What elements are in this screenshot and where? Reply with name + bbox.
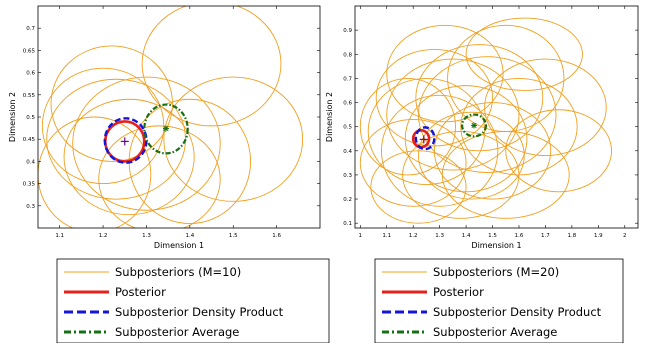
- chart-1: 1.1 1.2 1.3 1.4 1.5 1.6 0.3 0.35 0.4 0.45 0.5 0.55 0…: [8, 5, 321, 250]
- axes-frame: [354, 5, 639, 229]
- subposterior-ellipse-15: [418, 111, 525, 200]
- x-tick-label: 1.2: [99, 233, 108, 239]
- x-tick-label: 1.7: [541, 233, 550, 239]
- y-tick-label: 0.6: [26, 71, 35, 77]
- subposterior-ellipse-10: [98, 125, 221, 228]
- posterior-mean-marker: [419, 135, 428, 144]
- legend-2: Subposteriors (M=20) Posterior Subposterio…: [374, 258, 624, 343]
- y-axis-label: Dimension 2: [8, 92, 17, 142]
- y-tick-label: 0.4: [26, 159, 35, 165]
- subposterior-ellipse-17: [386, 24, 504, 123]
- posterior-mean-marker: [120, 137, 129, 146]
- subposterior-ellipse-6: [141, 6, 282, 127]
- legend-box: [56, 258, 330, 343]
- average-ellipse: [143, 103, 189, 155]
- x-tick-label: 1.5: [488, 233, 497, 239]
- subposterior-ellipse-13: [484, 58, 607, 157]
- plot-area: [359, 17, 613, 224]
- legend-label-posterior: Posterior: [115, 285, 166, 299]
- average-ellipse: [461, 113, 488, 138]
- x-tick-label: 1.4: [462, 233, 471, 239]
- x-tick-label: 1: [359, 233, 363, 239]
- legend-label-average: Subposterior Average: [115, 325, 239, 339]
- x-tick-label: 1.1: [55, 233, 64, 239]
- legend-label-average: Subposterior Average: [433, 325, 557, 339]
- x-tick-label: 1.4: [185, 233, 194, 239]
- subposterior-ellipse-14: [359, 77, 456, 176]
- subposterior-ellipse-2: [386, 58, 520, 171]
- x-tick-label: 1.5: [229, 233, 238, 239]
- legend-label-density-product: Subposterior Density Product: [433, 305, 602, 319]
- y-tick-label: 0.9: [343, 28, 352, 34]
- y-tick-label: 0.35: [23, 182, 36, 188]
- plot-area: [38, 6, 304, 228]
- legend-box: [374, 258, 624, 343]
- legend-label-subposterior: Subposteriors (M=20): [433, 265, 559, 279]
- subposterior-ellipse-1: [46, 78, 186, 200]
- y-tick-label: 0.3: [343, 173, 352, 179]
- average-mean-marker: [162, 125, 169, 132]
- subposterior-ellipse-3: [63, 98, 195, 216]
- y-tick-label: 0.8: [343, 52, 352, 58]
- y-tick-label: 0.55: [23, 93, 36, 99]
- y-tick-label: 0.5: [26, 115, 35, 121]
- x-tick-label: 1.3: [142, 233, 151, 239]
- subposterior-ellipse-2: [41, 67, 165, 185]
- subposterior-ellipse-5: [50, 45, 173, 162]
- subposterior-ellipse-9: [460, 77, 578, 176]
- subposterior-ellipse-16: [441, 131, 570, 219]
- legend-label-density-product: Subposterior Density Product: [115, 305, 284, 319]
- subposterior-ellipse-6: [447, 24, 565, 132]
- subposterior-ellipse-3: [380, 94, 499, 207]
- x-tick-label: 1.6: [272, 233, 281, 239]
- subposterior-ellipse-5: [415, 44, 544, 152]
- subposterior-ellipse-19: [505, 109, 613, 193]
- legend-label-subposterior: Subposteriors (M=10): [115, 265, 241, 279]
- subposterior-ellipse-7: [433, 102, 552, 200]
- subposterior-ellipse-9: [38, 116, 152, 228]
- density-product-ellipse: [414, 126, 436, 151]
- y-tick-label: 0.65: [23, 48, 36, 54]
- y-tick-label: 0.7: [343, 76, 352, 82]
- x-tick-label: 1.3: [435, 233, 444, 239]
- x-tick-label: 1.6: [515, 233, 524, 239]
- y-tick-label: 0.3: [26, 204, 35, 210]
- subposterior-ellipse-18: [465, 17, 583, 91]
- y-tick-label: 0.45: [23, 137, 36, 143]
- subposterior-ellipse-1: [367, 77, 486, 186]
- legend-1: Subposteriors (M=10) Posterior Subposterio…: [56, 258, 330, 343]
- y-tick-label: 0.7: [26, 26, 35, 32]
- legend-label-posterior: Posterior: [433, 285, 484, 299]
- y-tick-label: 0.1: [343, 221, 352, 227]
- subposterior-ellipse-12: [375, 48, 493, 147]
- x-tick-label: 2: [623, 233, 627, 239]
- y-tick-label: 0.6: [343, 101, 352, 107]
- x-tick-label: 1.8: [568, 233, 577, 239]
- subposterior-ellipse-20: [370, 150, 467, 224]
- average-mean-marker: [471, 122, 478, 129]
- chart-2: 1 1.1 1.2 1.3 1.4 1.5 1.6 1.7 1.8 1.9 2 0.1 0.2 0.3 0.…: [325, 5, 639, 250]
- x-axis-label: Dimension 1: [154, 241, 204, 250]
- y-axis-label: Dimension 2: [325, 92, 334, 142]
- x-tick-label: 1.2: [409, 233, 418, 239]
- subposterior-ellipse-7: [163, 76, 304, 202]
- x-tick-label: 1.9: [594, 233, 603, 239]
- subposterior-ellipse-11: [418, 56, 557, 173]
- x-axis-label: Dimension 1: [471, 241, 521, 250]
- y-tick-label: 0.4: [343, 149, 352, 155]
- subposterior-ellipse-8: [128, 98, 252, 225]
- y-tick-label: 0.2: [343, 197, 352, 203]
- subposterior-ellipse-8: [359, 118, 467, 207]
- y-tick-label: 0.5: [343, 125, 352, 131]
- subposterior-ellipse-4: [72, 76, 221, 211]
- x-tick-label: 1.1: [382, 233, 391, 239]
